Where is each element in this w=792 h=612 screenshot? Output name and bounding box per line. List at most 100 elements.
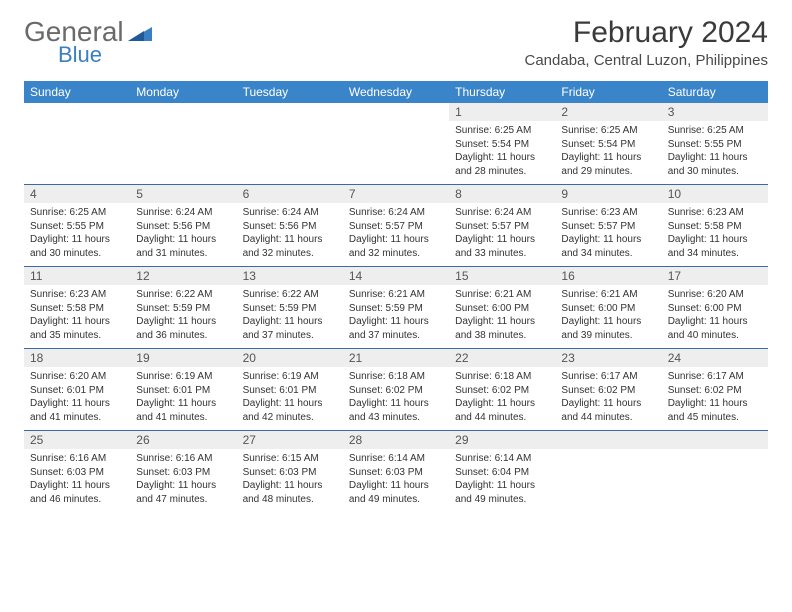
- day-details: Sunrise: 6:22 AMSunset: 5:59 PMDaylight:…: [130, 285, 236, 348]
- calendar-body: 1Sunrise: 6:25 AMSunset: 5:54 PMDaylight…: [24, 103, 768, 512]
- calendar-week: 4Sunrise: 6:25 AMSunset: 5:55 PMDaylight…: [24, 185, 768, 267]
- calendar-day-cell: 29Sunrise: 6:14 AMSunset: 6:04 PMDayligh…: [449, 431, 555, 512]
- calendar-week: 25Sunrise: 6:16 AMSunset: 6:03 PMDayligh…: [24, 431, 768, 512]
- day-number: 16: [555, 267, 661, 285]
- calendar-day-cell: 16 Sunrise: 6:21 AMSunset: 6:00 PMDayligh…: [555, 267, 661, 348]
- calendar-day-cell: 19Sunrise: 6:19 AMSunset: 6:01 PMDayligh…: [130, 349, 236, 430]
- calendar-day-cell: 26Sunrise: 6:16 AMSunset: 6:03 PMDayligh…: [130, 431, 236, 512]
- calendar-day-cell: 5 Sunrise: 6:24 AMSunset: 5:56 PMDaylight…: [130, 185, 236, 266]
- calendar-week: 1Sunrise: 6:25 AMSunset: 5:54 PMDaylight…: [24, 103, 768, 185]
- sunset-line: Sunset: 6:00 PM: [455, 302, 549, 316]
- day-number: 3: [662, 103, 768, 121]
- day-number: [130, 103, 236, 121]
- sunrise-line: Sunrise: 6:16 AM: [136, 452, 230, 466]
- daylight-line: Daylight: 11 hours and 35 minutes.: [30, 315, 124, 342]
- sunrise-line: Sunrise: 6:24 AM: [243, 206, 337, 220]
- sunrise-line: Sunrise: 6:23 AM: [30, 288, 124, 302]
- daylight-line: Daylight: 11 hours and 31 minutes.: [136, 233, 230, 260]
- calendar-day-cell: 27Sunrise: 6:15 AMSunset: 6:03 PMDayligh…: [237, 431, 343, 512]
- day-number: 2: [555, 103, 661, 121]
- daylight-line: Daylight: 11 hours and 37 minutes.: [349, 315, 443, 342]
- sunset-line: Sunset: 5:59 PM: [243, 302, 337, 316]
- sunset-line: Sunset: 5:58 PM: [668, 220, 762, 234]
- sunrise-line: Sunrise: 6:22 AM: [243, 288, 337, 302]
- day-details: Sunrise: 6:14 AMSunset: 6:03 PMDaylight:…: [343, 449, 449, 512]
- day-details: Sunrise: 6:18 AMSunset: 6:02 PMDaylight:…: [343, 367, 449, 430]
- sunrise-line: Sunrise: 6:23 AM: [668, 206, 762, 220]
- day-number: 10: [662, 185, 768, 203]
- calendar-day-cell: 6Sunrise: 6:24 AMSunset: 5:56 PMDaylight…: [237, 185, 343, 266]
- day-number: 6: [237, 185, 343, 203]
- sunrise-line: Sunrise: 6:24 AM: [136, 206, 230, 220]
- weekday-header-row: SundayMondayTuesdayWednesdayThursdayFrid…: [24, 81, 768, 103]
- sunset-line: Sunset: 5:57 PM: [561, 220, 655, 234]
- sunset-line: Sunset: 6:03 PM: [243, 466, 337, 480]
- sunset-line: Sunset: 5:56 PM: [136, 220, 230, 234]
- calendar-day-cell: 20Sunrise: 6:19 AMSunset: 6:01 PMDayligh…: [237, 349, 343, 430]
- daylight-line: Daylight: 11 hours and 44 minutes.: [561, 397, 655, 424]
- sunrise-line: Sunrise: 6:25 AM: [668, 124, 762, 138]
- day-number: 27: [237, 431, 343, 449]
- calendar-day-cell: 15Sunrise: 6:21 AMSunset: 6:00 PMDayligh…: [449, 267, 555, 348]
- day-details: [343, 121, 449, 179]
- day-details: Sunrise: 6:16 AMSunset: 6:03 PMDaylight:…: [130, 449, 236, 512]
- calendar: SundayMondayTuesdayWednesdayThursdayFrid…: [24, 81, 768, 512]
- calendar-day-cell: 25Sunrise: 6:16 AMSunset: 6:03 PMDayligh…: [24, 431, 130, 512]
- sunset-line: Sunset: 5:56 PM: [243, 220, 337, 234]
- location-text: Candaba, Central Luzon, Philippines: [525, 52, 769, 69]
- header: General Blue February 2024 Candaba, Cent…: [24, 16, 768, 69]
- sunrise-line: Sunrise: 6:17 AM: [561, 370, 655, 384]
- day-number: 25: [24, 431, 130, 449]
- sunset-line: Sunset: 5:59 PM: [136, 302, 230, 316]
- sunset-line: Sunset: 6:03 PM: [349, 466, 443, 480]
- day-details: Sunrise: 6:15 AMSunset: 6:03 PMDaylight:…: [237, 449, 343, 512]
- calendar-day-cell: 23Sunrise: 6:17 AMSunset: 6:02 PMDayligh…: [555, 349, 661, 430]
- day-details: Sunrise: 6:21 AMSunset: 5:59 PMDaylight:…: [343, 285, 449, 348]
- calendar-day-cell: 12Sunrise: 6:22 AMSunset: 5:59 PMDayligh…: [130, 267, 236, 348]
- day-details: Sunrise: 6:24 AMSunset: 5:56 PMDaylight:…: [237, 203, 343, 266]
- day-number: 18: [24, 349, 130, 367]
- day-details: Sunrise: 6:21 AMSunset: 6:00 PMDaylight:…: [449, 285, 555, 348]
- daylight-line: Daylight: 11 hours and 30 minutes.: [30, 233, 124, 260]
- day-number: 5: [130, 185, 236, 203]
- day-number: 28: [343, 431, 449, 449]
- calendar-day-cell: 1Sunrise: 6:25 AMSunset: 5:54 PMDaylight…: [449, 103, 555, 184]
- daylight-line: Daylight: 11 hours and 28 minutes.: [455, 151, 549, 178]
- sunset-line: Sunset: 6:01 PM: [30, 384, 124, 398]
- sunset-line: Sunset: 5:55 PM: [30, 220, 124, 234]
- day-details: [24, 121, 130, 179]
- sunset-line: Sunset: 5:57 PM: [455, 220, 549, 234]
- day-details: Sunrise: 6:17 AMSunset: 6:02 PMDaylight:…: [662, 367, 768, 430]
- day-details: Sunrise: 6:25 AMSunset: 5:54 PMDaylight:…: [555, 121, 661, 184]
- sunrise-line: Sunrise: 6:21 AM: [561, 288, 655, 302]
- sunset-line: Sunset: 6:02 PM: [455, 384, 549, 398]
- day-number: 9: [555, 185, 661, 203]
- sunset-line: Sunset: 5:57 PM: [349, 220, 443, 234]
- sunrise-line: Sunrise: 6:24 AM: [349, 206, 443, 220]
- sunset-line: Sunset: 6:02 PM: [349, 384, 443, 398]
- sunset-line: Sunset: 6:00 PM: [561, 302, 655, 316]
- day-number: 8: [449, 185, 555, 203]
- weekday-header: Friday: [555, 81, 661, 103]
- day-number: 24: [662, 349, 768, 367]
- calendar-day-cell: 8Sunrise: 6:24 AMSunset: 5:57 PMDaylight…: [449, 185, 555, 266]
- day-details: Sunrise: 6:19 AMSunset: 6:01 PMDaylight:…: [130, 367, 236, 430]
- calendar-day-cell: 2Sunrise: 6:25 AMSunset: 5:54 PMDaylight…: [555, 103, 661, 184]
- sunrise-line: Sunrise: 6:21 AM: [455, 288, 549, 302]
- daylight-line: Daylight: 11 hours and 49 minutes.: [455, 479, 549, 506]
- daylight-line: Daylight: 11 hours and 29 minutes.: [561, 151, 655, 178]
- weekday-header: Sunday: [24, 81, 130, 103]
- daylight-line: Daylight: 11 hours and 41 minutes.: [136, 397, 230, 424]
- weekday-header: Thursday: [449, 81, 555, 103]
- sunrise-line: Sunrise: 6:14 AM: [349, 452, 443, 466]
- daylight-line: Daylight: 11 hours and 39 minutes.: [561, 315, 655, 342]
- day-number: 21: [343, 349, 449, 367]
- sunrise-line: Sunrise: 6:25 AM: [455, 124, 549, 138]
- calendar-day-cell: 21Sunrise: 6:18 AMSunset: 6:02 PMDayligh…: [343, 349, 449, 430]
- sunset-line: Sunset: 5:54 PM: [455, 138, 549, 152]
- day-number: 7: [343, 185, 449, 203]
- sunrise-line: Sunrise: 6:20 AM: [668, 288, 762, 302]
- sunset-line: Sunset: 6:03 PM: [30, 466, 124, 480]
- sunset-line: Sunset: 6:03 PM: [136, 466, 230, 480]
- calendar-day-cell: [130, 103, 236, 184]
